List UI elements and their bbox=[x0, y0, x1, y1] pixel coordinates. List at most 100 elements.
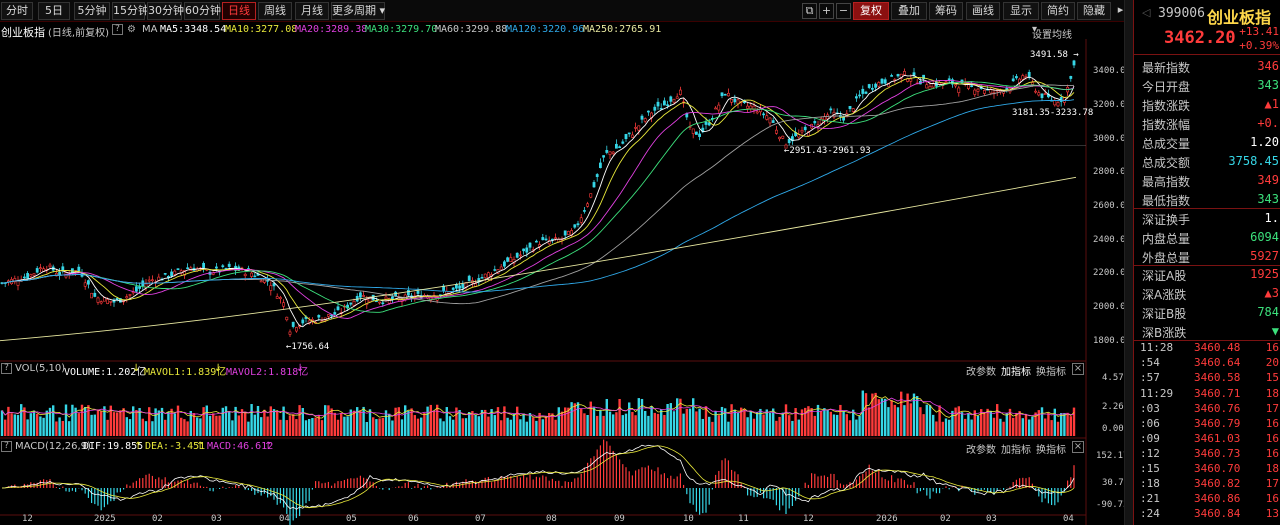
volume-bar bbox=[1044, 418, 1047, 436]
candle-body bbox=[243, 273, 247, 276]
zoom-out-icon[interactable]: − bbox=[836, 3, 851, 19]
period-tab-5day[interactable]: 5日 bbox=[38, 2, 70, 20]
volume-bar bbox=[292, 414, 295, 436]
volume-ma-lines bbox=[1, 394, 1075, 419]
candle-body bbox=[16, 280, 20, 286]
ma10-line bbox=[1, 77, 1075, 324]
candle-body bbox=[950, 79, 954, 85]
volume-bar bbox=[816, 404, 820, 436]
volume-bar bbox=[551, 413, 554, 436]
volume-bar bbox=[887, 407, 890, 436]
volume-bar bbox=[580, 408, 583, 436]
collapse-panel-icon[interactable]: ◁ bbox=[1142, 6, 1151, 19]
volume-bar bbox=[682, 413, 685, 436]
quote-row-value: 1925 bbox=[1250, 267, 1279, 281]
overlay-button[interactable]: 叠加 bbox=[891, 2, 927, 20]
period-tab-monthly[interactable]: 月线 bbox=[295, 2, 329, 20]
volume-bar bbox=[1015, 412, 1018, 436]
help-icon[interactable]: ? bbox=[112, 24, 123, 35]
volume-bar bbox=[0, 410, 4, 436]
volume-bar bbox=[698, 408, 701, 436]
volume-bar bbox=[663, 414, 666, 436]
chips-button[interactable]: 筹码 bbox=[929, 2, 963, 20]
candle-body bbox=[406, 290, 410, 296]
volume-bar bbox=[68, 421, 71, 436]
vol-close-icon[interactable]: × bbox=[1072, 363, 1084, 375]
toolbar-more-icon[interactable]: ▸ bbox=[1117, 3, 1124, 16]
volume-bar bbox=[84, 407, 87, 436]
chart-canvas[interactable] bbox=[0, 39, 1124, 525]
candle-body bbox=[151, 279, 154, 282]
period-tab-30min[interactable]: 30分钟 bbox=[147, 2, 184, 20]
tick-row: :06 3460.79 16 bbox=[1134, 417, 1280, 432]
volume-bar bbox=[644, 410, 647, 436]
candle-body bbox=[755, 111, 759, 114]
volume-bar bbox=[394, 407, 397, 436]
candle-body bbox=[829, 108, 833, 111]
vol-down-arrow-2: ↓ bbox=[214, 363, 223, 374]
tick-time: 11:29 bbox=[1140, 387, 1174, 400]
volume-bar bbox=[269, 406, 272, 436]
volume-bar bbox=[602, 415, 605, 436]
volume-bar bbox=[951, 410, 954, 436]
candle-body bbox=[813, 120, 817, 124]
macd-help-icon[interactable]: ? bbox=[1, 441, 12, 452]
candle-body bbox=[109, 300, 113, 303]
volume-bar bbox=[484, 409, 487, 436]
candle-body bbox=[778, 136, 782, 140]
candle-body bbox=[483, 273, 487, 278]
volume-bar bbox=[375, 419, 378, 436]
candle-body bbox=[486, 272, 490, 278]
volume-bar bbox=[439, 418, 442, 436]
vertical-scrollbar[interactable] bbox=[1124, 0, 1133, 525]
macd-close-icon[interactable]: × bbox=[1072, 441, 1084, 453]
period-tab-daily[interactable]: 日线 bbox=[222, 2, 256, 20]
volume-bar bbox=[250, 404, 253, 436]
macd-macd-value: MACD:46.612 bbox=[207, 441, 274, 452]
period-tab-weekly[interactable]: 周线 bbox=[258, 2, 292, 20]
simple-button[interactable]: 简约 bbox=[1041, 2, 1075, 20]
candlesticks bbox=[0, 59, 1076, 338]
settings-gear-icon[interactable]: ⚙ bbox=[127, 24, 136, 35]
ma-settings-button[interactable]: 设置均线 ▾ bbox=[1032, 24, 1072, 39]
candle-body bbox=[1056, 102, 1060, 107]
zoom-in-icon[interactable]: + bbox=[819, 3, 834, 19]
vol-help-icon[interactable]: ? bbox=[1, 363, 12, 374]
volume-bar bbox=[432, 411, 436, 436]
candle-body bbox=[858, 94, 862, 97]
candle-body bbox=[890, 75, 894, 77]
candle-body bbox=[746, 105, 750, 109]
hide-button[interactable]: 隐藏 bbox=[1077, 2, 1111, 20]
restore-rights-button[interactable]: 复权 bbox=[853, 2, 889, 20]
volume-bar bbox=[573, 403, 576, 436]
period-tab-15min[interactable]: 15分钟 bbox=[112, 2, 149, 20]
display-button[interactable]: 显示 bbox=[1003, 2, 1039, 20]
external-window-icon[interactable]: ⧉ bbox=[802, 3, 817, 19]
vol-swap-indicator-button[interactable]: 换指标 bbox=[1036, 367, 1066, 378]
volume-bar bbox=[215, 415, 218, 436]
vol-change-params-button[interactable]: 改参数 bbox=[966, 367, 996, 378]
candle-body bbox=[515, 252, 519, 258]
draw-line-button[interactable]: 画线 bbox=[966, 2, 1000, 20]
volume-bar bbox=[247, 421, 250, 436]
more-periods-dropdown[interactable]: 更多周期 ▾ bbox=[331, 2, 385, 20]
period-tab-5min[interactable]: 5分钟 bbox=[74, 2, 110, 20]
candle-body bbox=[509, 257, 513, 262]
candle-body bbox=[202, 262, 206, 269]
volume-bar bbox=[935, 421, 938, 436]
volume-bar bbox=[727, 421, 730, 436]
period-tab-60min[interactable]: 60分钟 bbox=[184, 2, 221, 20]
volume-bar bbox=[509, 419, 512, 436]
vol-add-indicator-button[interactable]: 加指标 bbox=[1001, 367, 1031, 378]
ma20-line bbox=[1, 79, 1075, 319]
volume-bar bbox=[13, 414, 16, 436]
date-label: 12 bbox=[22, 514, 33, 524]
candle-body bbox=[1072, 60, 1076, 66]
volume-bar bbox=[736, 412, 740, 436]
candle-body bbox=[637, 125, 641, 131]
macd-swap-indicator-button[interactable]: 换指标 bbox=[1036, 445, 1066, 456]
macd-change-params-button[interactable]: 改参数 bbox=[966, 445, 996, 456]
macd-add-indicator-button[interactable]: 加指标 bbox=[1001, 445, 1031, 456]
candle-body bbox=[717, 104, 721, 111]
period-tab-fenshi[interactable]: 分时 bbox=[1, 2, 33, 20]
